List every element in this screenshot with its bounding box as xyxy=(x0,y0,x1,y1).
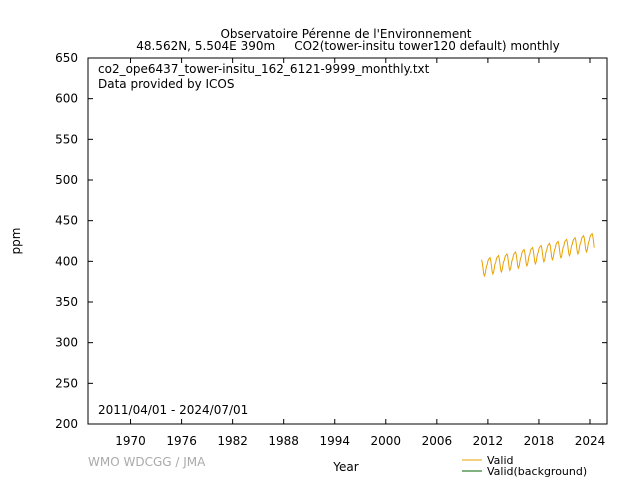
legend-label: Valid(background) xyxy=(487,465,587,478)
y-tick-label: 300 xyxy=(55,336,78,350)
x-axis-label: Year xyxy=(332,460,358,474)
chart-subtitle: 48.562N, 5.504E 390m CO2(tower-insitu to… xyxy=(136,39,560,53)
x-tick-label: 1982 xyxy=(217,434,248,448)
y-tick-label: 500 xyxy=(55,173,78,187)
y-tick-label: 550 xyxy=(55,132,78,146)
y-tick-label: 400 xyxy=(55,254,78,268)
y-tick-label: 450 xyxy=(55,214,78,228)
x-tick-label: 2024 xyxy=(575,434,606,448)
annotation: 2011/04/01 - 2024/07/01 xyxy=(98,403,248,417)
x-tick-label: 1970 xyxy=(115,434,146,448)
chart-title: Observatoire Pérenne de l'Environnement xyxy=(220,27,471,41)
x-tick-label: 2012 xyxy=(473,434,504,448)
x-tick-label: 2018 xyxy=(524,434,555,448)
x-tick-label: 2000 xyxy=(371,434,402,448)
annotation: co2_ope6437_tower-insitu_162_6121-9999_m… xyxy=(98,62,430,76)
x-tick-label: 2006 xyxy=(422,434,453,448)
x-tick-label: 1994 xyxy=(319,434,350,448)
y-tick-label: 650 xyxy=(55,51,78,65)
credit: WMO WDCGG / JMA xyxy=(88,455,206,469)
x-tick-label: 1988 xyxy=(268,434,299,448)
y-tick-label: 250 xyxy=(55,376,78,390)
y-tick-label: 600 xyxy=(55,92,78,106)
y-tick-label: 350 xyxy=(55,295,78,309)
x-tick-label: 1976 xyxy=(166,434,197,448)
annotation: Data provided by ICOS xyxy=(98,77,234,91)
plot-frame xyxy=(87,57,608,425)
legend-label: Valid xyxy=(487,454,514,467)
y-axis-label: ppm xyxy=(9,228,23,255)
data-line xyxy=(481,232,595,278)
y-tick-label: 200 xyxy=(55,417,78,431)
